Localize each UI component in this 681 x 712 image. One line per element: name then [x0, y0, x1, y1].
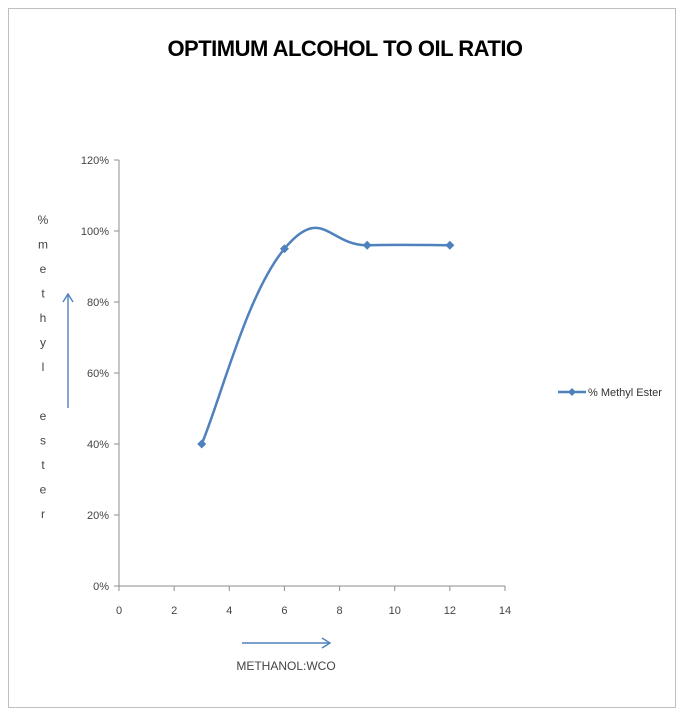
y-tick-label: 60%: [87, 368, 109, 380]
y-axis-label-char: t: [41, 458, 45, 472]
y-axis-label-char: %: [38, 213, 49, 227]
series-line: [200, 226, 450, 445]
axes: [118, 160, 505, 587]
y-axis-label-char: r: [41, 507, 45, 521]
x-tick-label: 12: [444, 605, 456, 617]
x-tick-label: 4: [226, 605, 232, 617]
data-point: [279, 244, 289, 254]
x-tick-label: 10: [389, 605, 401, 617]
data-point: [197, 439, 207, 449]
data-point: [445, 240, 455, 250]
chart-title: OPTIMUM ALCOHOL TO OIL RATIO: [167, 36, 522, 61]
y-tick-label: 40%: [87, 439, 109, 451]
y-tick-label: 80%: [87, 297, 109, 309]
y-axis-ticks: 0% 20% 40% 60% 80% 100% 120%: [81, 155, 119, 593]
chart-frame: [8, 8, 676, 708]
y-tick-label: 20%: [87, 510, 109, 522]
y-axis-label-char: e: [40, 483, 47, 497]
y-arrow-head-icon: [62, 292, 74, 303]
x-axis-ticks: 0 2 4 6 8 10 12 14: [116, 586, 511, 617]
legend-label: % Methyl Ester: [588, 387, 662, 399]
y-axis-label-char: y: [40, 336, 46, 350]
axis-arrows: [62, 292, 332, 649]
y-tick-label: 120%: [81, 155, 109, 167]
y-axis-label-char: s: [40, 434, 46, 448]
x-tick-label: 6: [281, 605, 287, 617]
y-axis-label-char: t: [41, 287, 45, 301]
series-group: [197, 226, 455, 449]
x-tick-label: 8: [337, 605, 343, 617]
legend-marker: [568, 388, 576, 396]
x-axis-label: METHANOL:WCO: [236, 659, 335, 673]
y-tick-label: 0%: [93, 581, 109, 593]
data-point: [362, 240, 372, 250]
y-tick-label: 100%: [81, 226, 109, 238]
x-tick-label: 0: [116, 605, 122, 617]
x-arrow-head-icon: [321, 637, 332, 649]
legend: % Methyl Ester: [558, 387, 662, 399]
y-axis-label-char: e: [40, 262, 47, 276]
y-axis-label-char: h: [40, 311, 47, 325]
x-tick-label: 14: [499, 605, 511, 617]
x-tick-label: 2: [171, 605, 177, 617]
y-axis-label-char: m: [38, 238, 48, 252]
y-axis-label-char: l: [42, 360, 45, 374]
y-axis-label-char: e: [40, 409, 47, 423]
